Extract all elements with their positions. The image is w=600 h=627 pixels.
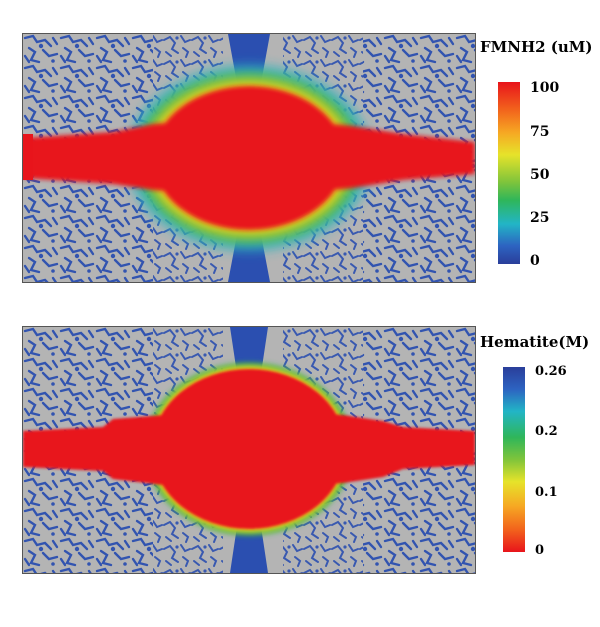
fmnh2-tick-50: 50 <box>530 167 550 183</box>
hematite-tick-02: 0.2 <box>535 424 558 439</box>
hematite-tick-026: 0.26 <box>535 364 567 379</box>
hematite-tick-01: 0.1 <box>535 485 558 500</box>
hematite-colorbar <box>503 367 525 552</box>
fmnh2-tick-75: 75 <box>530 124 550 140</box>
fmnh2-tick-0: 0 <box>530 253 540 269</box>
hematite-colorbar-title: Hematite(M) <box>480 333 590 351</box>
fmnh2-field-image <box>23 34 475 282</box>
fmnh2-colorbar-title: FMNH2 (uM) <box>480 38 593 56</box>
fmnh2-colorbar <box>498 82 520 264</box>
hematite-field-image <box>23 327 475 573</box>
fmnh2-tick-100: 100 <box>530 80 560 96</box>
fmnh2-field-panel <box>22 33 476 283</box>
hematite-tick-0: 0 <box>535 543 545 558</box>
fmnh2-tick-25: 25 <box>530 210 550 226</box>
hematite-field-panel <box>22 326 476 574</box>
